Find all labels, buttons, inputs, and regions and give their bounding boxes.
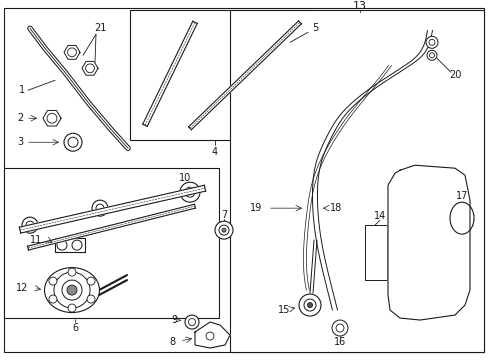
Polygon shape (387, 165, 469, 320)
Circle shape (426, 50, 436, 60)
Circle shape (304, 299, 315, 311)
Circle shape (67, 48, 76, 57)
Circle shape (335, 324, 343, 332)
Ellipse shape (449, 202, 473, 234)
Circle shape (54, 272, 90, 308)
Circle shape (67, 285, 77, 295)
Circle shape (85, 64, 94, 73)
Text: 8: 8 (168, 337, 175, 347)
Polygon shape (43, 111, 61, 126)
Text: 12: 12 (16, 283, 28, 293)
Circle shape (188, 319, 195, 325)
Circle shape (331, 320, 347, 336)
Circle shape (215, 221, 232, 239)
Circle shape (68, 304, 76, 312)
Text: 7: 7 (221, 210, 226, 220)
Bar (229, 10, 483, 352)
Circle shape (49, 295, 57, 303)
Text: 14: 14 (373, 211, 386, 221)
Circle shape (184, 187, 195, 197)
Circle shape (26, 221, 34, 229)
Circle shape (87, 295, 95, 303)
Text: 15: 15 (277, 305, 289, 315)
Circle shape (92, 200, 108, 216)
Circle shape (219, 225, 228, 235)
Circle shape (68, 268, 76, 276)
Circle shape (298, 294, 320, 316)
Circle shape (72, 240, 82, 250)
Circle shape (68, 137, 78, 147)
Text: 17: 17 (455, 191, 467, 201)
Polygon shape (188, 21, 301, 130)
Text: 13: 13 (352, 1, 366, 12)
Bar (55, 238, 85, 252)
Text: 19: 19 (249, 203, 262, 213)
Bar (130, 10, 314, 140)
Text: 1: 1 (19, 85, 25, 95)
Circle shape (180, 182, 200, 202)
Polygon shape (82, 62, 98, 75)
Polygon shape (142, 21, 197, 126)
Circle shape (205, 332, 214, 340)
Text: 4: 4 (211, 147, 218, 157)
Polygon shape (195, 322, 229, 348)
Circle shape (96, 204, 104, 212)
Text: 10: 10 (179, 173, 191, 183)
Circle shape (22, 217, 38, 233)
Text: 6: 6 (72, 323, 78, 333)
Circle shape (222, 228, 225, 232)
Circle shape (47, 113, 57, 123)
Text: 21: 21 (94, 23, 106, 33)
Polygon shape (27, 204, 195, 250)
Text: 11: 11 (30, 235, 42, 245)
Text: 2: 2 (17, 113, 23, 123)
Ellipse shape (44, 267, 99, 312)
Circle shape (307, 302, 312, 307)
Polygon shape (64, 45, 80, 59)
Polygon shape (20, 185, 205, 233)
Circle shape (64, 133, 82, 151)
Text: 9: 9 (171, 315, 178, 325)
Circle shape (57, 240, 67, 250)
Circle shape (49, 277, 57, 285)
Circle shape (428, 53, 434, 58)
Circle shape (62, 280, 82, 300)
Text: 3: 3 (17, 137, 23, 147)
Circle shape (428, 39, 434, 45)
Circle shape (87, 277, 95, 285)
Bar (4, 168, 219, 318)
Text: 16: 16 (333, 337, 346, 347)
Circle shape (184, 315, 199, 329)
Text: 20: 20 (448, 70, 460, 80)
Text: 5: 5 (311, 23, 318, 33)
Text: 18: 18 (329, 203, 342, 213)
Circle shape (425, 36, 437, 48)
Bar (364, 225, 386, 280)
